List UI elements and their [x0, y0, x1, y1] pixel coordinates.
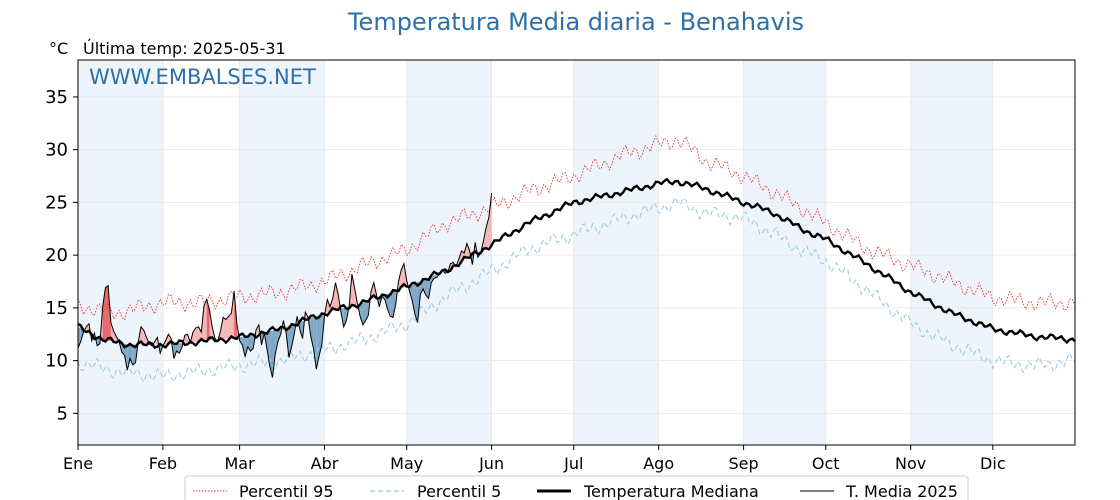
x-tick-label: May: [390, 454, 423, 473]
y-tick-label: 5: [57, 403, 68, 424]
fill-below-median: [414, 282, 418, 323]
x-tick-label: Dic: [980, 454, 1006, 473]
y-tick-label: 20: [45, 245, 68, 266]
legend-label-median: Temperatura Mediana: [583, 482, 759, 500]
watermark-text: WWW.EMBALSES.NET: [89, 65, 316, 89]
month-band: [743, 60, 826, 445]
x-tick-label: Sep: [729, 454, 759, 473]
legend: Percentil 95 Percentil 5 Temperatura Med…: [184, 475, 969, 500]
fill-above-median: [113, 331, 117, 343]
fill-below-median: [275, 329, 278, 355]
fill-above-median: [206, 299, 210, 341]
legend-box: [184, 475, 969, 500]
y-axis: 5 10 15 20 25 30 35: [45, 87, 78, 424]
fill-below-median: [362, 301, 366, 325]
line-percentil-5: [77, 196, 1076, 384]
y-tick-label: 10: [45, 351, 68, 372]
x-tick-label: Nov: [895, 454, 926, 473]
y-tick-label: 15: [45, 298, 68, 319]
last-temp-label: Última temp: 2025-05-31: [83, 39, 286, 58]
fill-above-median: [332, 282, 336, 311]
month-band: [910, 60, 993, 445]
month-bands: [78, 60, 993, 445]
x-tick-label: Abr: [311, 454, 339, 473]
fill-above-median: [488, 192, 492, 247]
fill-below-median: [173, 343, 177, 359]
plot-frame: [77, 59, 1076, 446]
legend-label-p5: Percentil 5: [417, 482, 501, 500]
fill-above-median: [184, 334, 188, 343]
fill-above-median: [225, 316, 229, 339]
fill-above-median: [231, 291, 235, 339]
fill-below-median: [176, 343, 180, 354]
x-tick-label: Mar: [225, 454, 256, 473]
y-tick-label: 25: [45, 192, 68, 213]
fill-below-median: [239, 336, 243, 345]
fill-below-median: [310, 317, 314, 349]
fill-below-median: [267, 331, 270, 366]
y-tick-label: 30: [45, 140, 68, 161]
x-tick-label: Feb: [149, 454, 177, 473]
fill-above-median: [351, 274, 355, 306]
month-band: [78, 60, 163, 445]
fill-above-median: [335, 282, 339, 311]
fill-above-median: [198, 326, 202, 342]
fill-above-median: [105, 285, 109, 341]
legend-label-p95: Percentil 95: [239, 482, 334, 500]
line-media-2025: [77, 192, 493, 378]
x-tick-label: Ago: [643, 454, 674, 473]
fill-below-median: [269, 330, 273, 378]
fill-above-median: [143, 330, 147, 345]
fill-below-median: [412, 283, 415, 315]
fill-below-median: [299, 321, 303, 339]
y-tick-label: 35: [45, 87, 68, 108]
fill-above-median: [223, 317, 226, 340]
chart-title: Temperatura Media diaria - Benahavis: [347, 8, 805, 36]
fill-below-median: [272, 330, 276, 378]
fill-above-median: [228, 313, 232, 339]
fill-above-median: [466, 243, 470, 259]
fill-below-median: [250, 334, 254, 352]
fill-below-median: [124, 343, 128, 371]
legend-label-2025: T. Media 2025: [845, 482, 958, 500]
fill-above-median: [141, 326, 144, 345]
series-lines: [77, 134, 1076, 384]
x-axis: Ene Feb Mar Abr May Jun Jul Ago Sep Oct Nov Dic: [63, 445, 1006, 473]
fill-below-median: [316, 315, 319, 370]
x-tick-label: Ene: [63, 454, 93, 473]
fill-below-median: [393, 290, 396, 318]
x-tick-label: Jun: [478, 454, 504, 473]
fill-above-median: [204, 299, 207, 342]
month-band: [239, 60, 325, 445]
line-temperatura-mediana: [77, 177, 1076, 350]
fill-below-median: [390, 291, 393, 318]
fill-above-median: [401, 263, 404, 289]
fill-above-median: [209, 310, 213, 341]
y-unit-label: °C: [49, 39, 69, 58]
fill-below-median: [360, 302, 363, 325]
fill-below-median: [127, 344, 130, 371]
fill-below-median: [132, 344, 136, 365]
month-band: [573, 60, 659, 445]
fill-below-median: [245, 335, 248, 357]
fill-above-median: [195, 326, 199, 342]
x-tick-label: Oct: [812, 454, 840, 473]
fill-below-median: [425, 277, 429, 299]
fill-below-median: [423, 278, 426, 296]
fill-above-median: [486, 217, 489, 248]
x-tick-label: Jul: [563, 454, 583, 473]
fill-above-median: [102, 287, 106, 340]
